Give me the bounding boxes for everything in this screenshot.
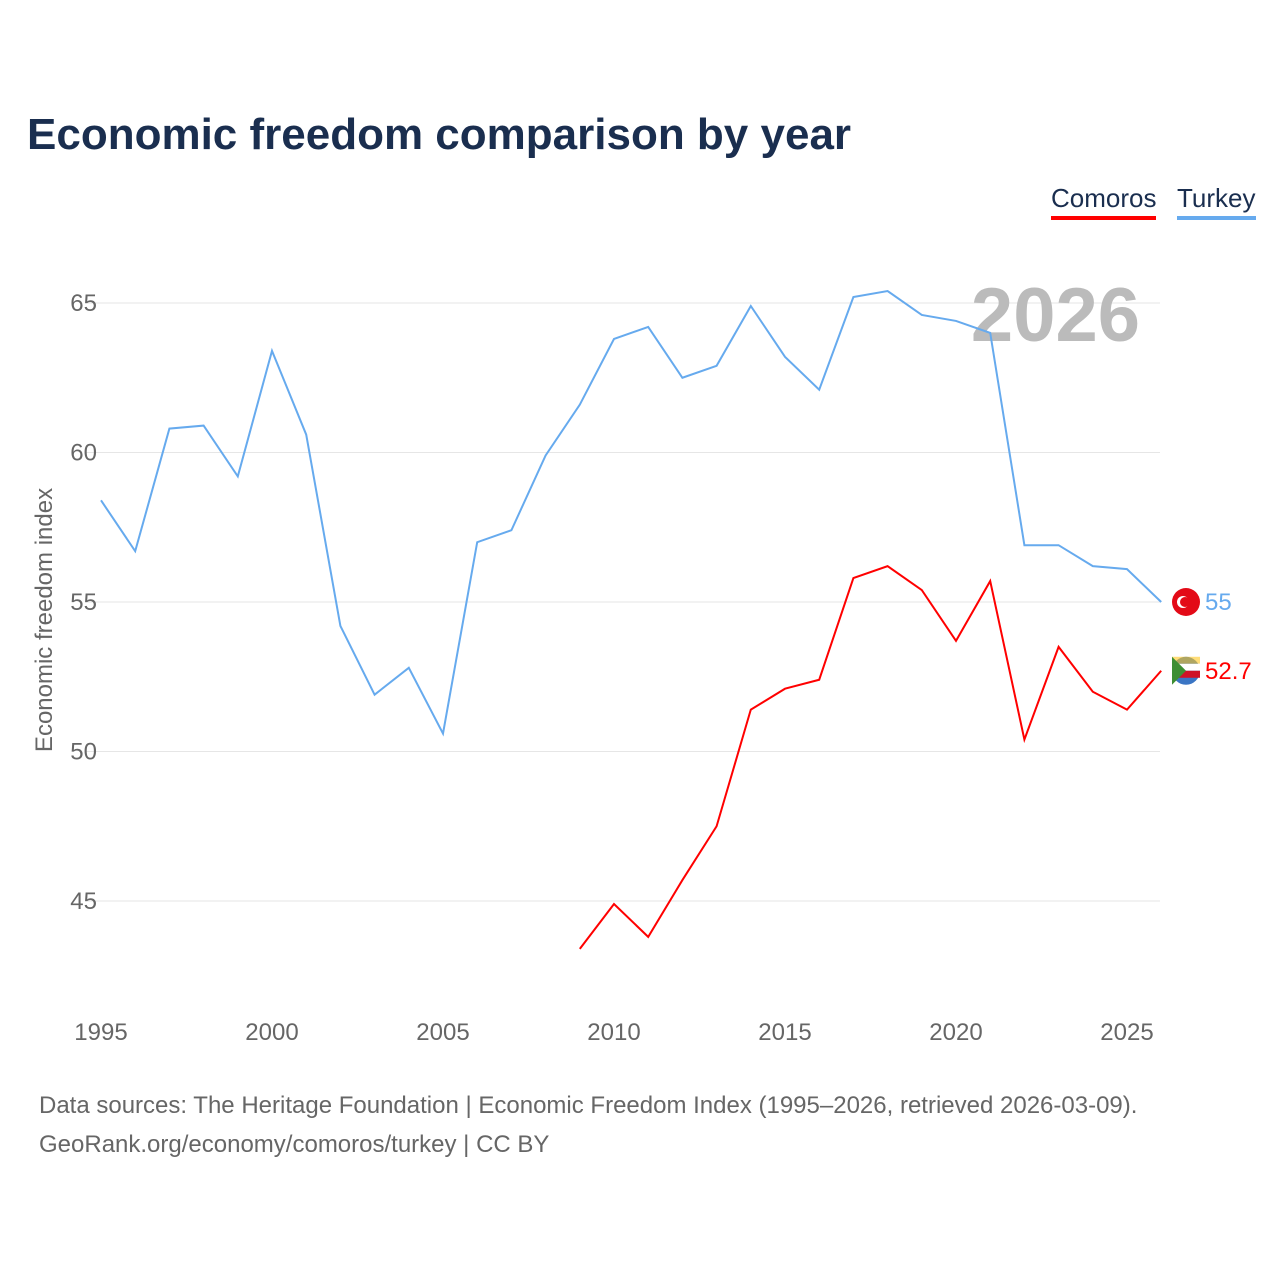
y-tick-label: 60 [70,440,97,467]
flag-crescent-cut [1180,597,1190,607]
y-axis-label: Economic freedom index [31,488,58,752]
end-value-label-comoros: 52.7 [1205,658,1252,685]
chart-title: Economic freedom comparison by year [27,110,852,159]
y-tick-label: 50 [70,739,97,766]
flag-stripe [1172,663,1200,671]
x-tick-label: 2015 [758,1019,811,1046]
x-tick-label: 2000 [245,1019,298,1046]
y-tick-label: 45 [70,888,97,915]
flag-stripe [1172,656,1200,664]
flag-triangle [1172,656,1186,685]
x-tick-label: 1995 [74,1019,127,1046]
x-tick-label: 2010 [587,1019,640,1046]
series-line-comoros [579,565,1162,950]
legend-comoros[interactable]: Comoros [1051,183,1157,220]
series-line-turkey [100,289,1162,737]
source-text: Data sources: The Heritage Foundation | … [39,1092,1138,1119]
x-tick-label: 2025 [1100,1019,1153,1046]
legend-turkey[interactable]: Turkey [1177,183,1256,220]
y-tick-label: 65 [70,290,97,317]
x-tick-label: 2005 [416,1019,469,1046]
footer: Data sources: The Heritage Foundation | … [39,1086,1137,1164]
x-tick-label: 2020 [929,1019,982,1046]
attribution-text: GeoRank.org/economy/comoros/turkey | CC … [39,1131,550,1158]
flag-stripe [1172,670,1200,678]
year-watermark: 2026 [971,273,1140,358]
y-tick-label: 55 [70,589,97,616]
end-value-label-turkey: 55 [1205,589,1232,616]
